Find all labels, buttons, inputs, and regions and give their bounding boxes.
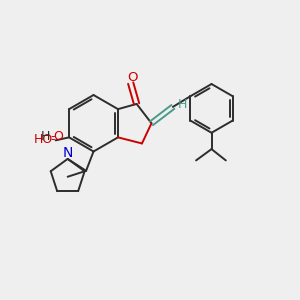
Text: -: -	[50, 133, 54, 146]
Text: H: H	[178, 98, 187, 111]
Text: H: H	[41, 130, 51, 143]
Text: HO: HO	[34, 133, 53, 146]
Text: O: O	[127, 71, 137, 84]
Text: O: O	[53, 130, 63, 143]
Text: -: -	[50, 130, 55, 143]
Text: N: N	[63, 146, 74, 160]
